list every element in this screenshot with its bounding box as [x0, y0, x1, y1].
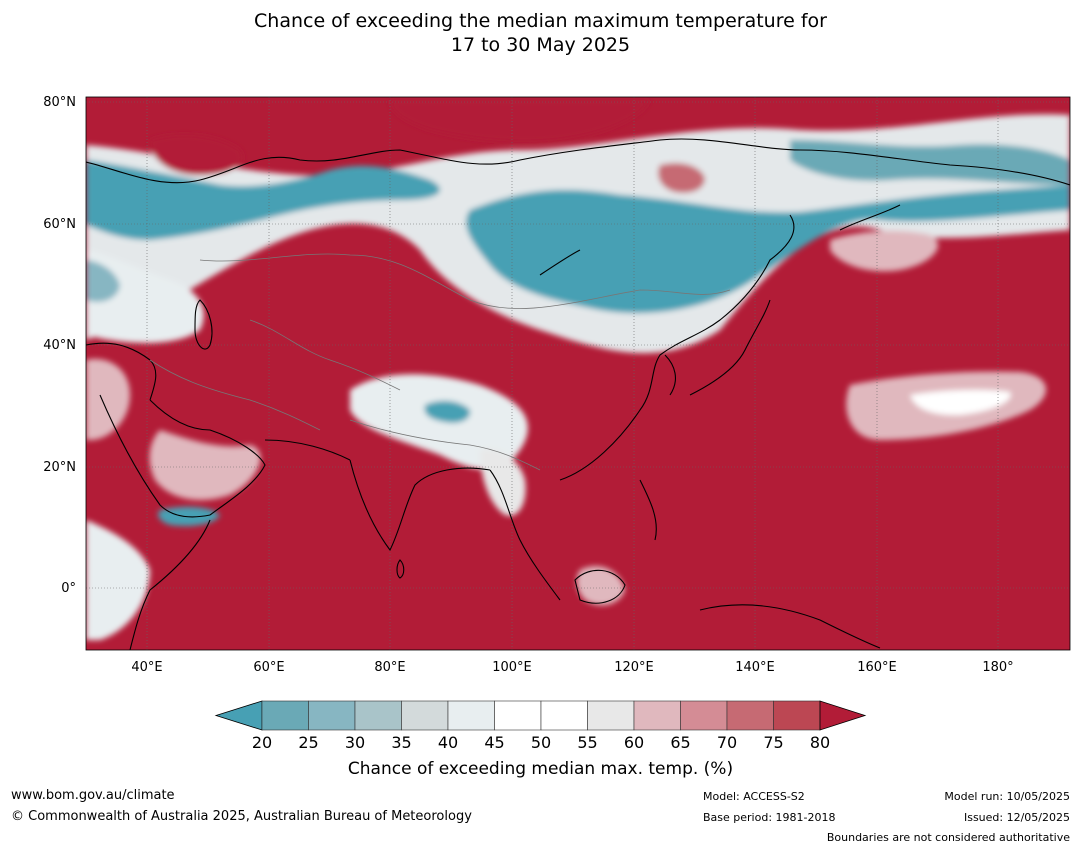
colorbar-label: Chance of exceeding median max. temp. (%…	[347, 759, 734, 779]
map-title-dates: 17 to 30 May 2025	[450, 34, 631, 56]
lon-label-60e: 60°E	[253, 660, 285, 675]
colorbar-tick-35: 35	[391, 733, 412, 752]
neutral-borneo	[576, 566, 625, 606]
boundary-disclaimer: Boundaries are not considered authoritat…	[826, 831, 1070, 844]
coast-arabia	[149, 399, 266, 516]
coast-europe-south	[86, 342, 157, 401]
neutral-middle-east	[86, 359, 130, 440]
coast-philippines	[639, 479, 657, 541]
lat-label-20n: 20°N	[43, 460, 76, 475]
coast-persian-pakistan	[264, 439, 351, 461]
below-median-west-siberia	[86, 160, 440, 240]
coast-red-sea	[99, 394, 211, 518]
model-run-date: Model run: 10/05/2025	[944, 790, 1070, 803]
colorbar-tick-45: 45	[484, 733, 505, 752]
coast-baikal	[539, 249, 581, 276]
below-median-central-asia	[466, 185, 1070, 314]
coast-japan	[689, 299, 771, 396]
colorbar-tick-55: 55	[577, 733, 598, 752]
colorbar-cell-70-75	[726, 700, 774, 731]
neutral-europe-west	[86, 250, 204, 343]
model-name: Model: ACCESS-S2	[703, 790, 805, 803]
lon-label-120e: 120°E	[614, 660, 654, 675]
graticule	[86, 97, 1070, 650]
issued-date: Issued: 12/05/2025	[963, 811, 1070, 824]
coast-caspian	[194, 299, 213, 350]
lon-label-160e: 160°E	[857, 660, 897, 675]
colorbar-extend-low	[214, 700, 263, 731]
colorbar-tick-40: 40	[437, 733, 459, 752]
below-median-europe-west	[86, 260, 120, 302]
lat-label-60n: 60°N	[43, 217, 76, 232]
neutral-arabia	[149, 430, 261, 500]
colorbar-tick-70: 70	[716, 733, 738, 752]
coast-arctic	[86, 138, 1070, 186]
colorbar-cell-55-60	[587, 700, 635, 731]
coast-east-africa	[129, 519, 211, 650]
lon-label-100e: 100°E	[492, 660, 532, 675]
copyright-notice: © Commonwealth of Australia 2025, Austra…	[11, 809, 472, 824]
coast-china-east	[559, 214, 795, 481]
colorbar-tick-50: 50	[530, 733, 552, 752]
colorbar-cell-45-50	[494, 700, 542, 731]
colorbar-cell-30-35	[354, 700, 402, 731]
colorbar-extend-high	[819, 700, 867, 731]
colorbar-tick-65: 65	[670, 733, 691, 752]
map-title: Chance of exceeding the median maximum t…	[254, 10, 827, 32]
colorbar-cell-60-65	[633, 700, 681, 731]
above-median-arctic-patch	[150, 134, 243, 175]
colorbar-cell-65-70	[680, 700, 728, 731]
lon-label-140e: 140°E	[735, 660, 775, 675]
colorbar-cell-35-40	[401, 700, 449, 731]
above-median-north-coast	[390, 100, 650, 142]
probability-map	[85, 96, 1071, 651]
lat-label-80n: 80°N	[43, 95, 76, 110]
colorbar-tick-80: 80	[809, 733, 831, 752]
lon-label-180: 180°	[982, 660, 1014, 675]
colorbar-tick-20: 20	[251, 733, 273, 752]
colorbar-cell-25-30	[308, 700, 356, 731]
coast-india	[349, 459, 491, 552]
coastlines	[86, 138, 1070, 650]
source-url[interactable]: www.bom.gov.au/climate	[11, 788, 175, 803]
country-borders	[149, 253, 731, 471]
colorbar-tick-75: 75	[763, 733, 784, 752]
colorbar-cell-40-45	[447, 700, 495, 731]
colorbar-tick-25: 25	[298, 733, 319, 752]
neutral-east-africa	[86, 520, 150, 640]
coast-new-guinea	[699, 604, 881, 649]
above-median-yakutia-patch	[658, 163, 705, 193]
lon-label-80e: 80°E	[374, 660, 406, 675]
colorbar-tick-60: 60	[623, 733, 645, 752]
neutral-southwest-china	[480, 449, 526, 516]
base-period: Base period: 1981-2018	[703, 811, 836, 824]
probability-field	[86, 100, 1070, 640]
coast-southeast-asia	[489, 469, 561, 601]
colorbar-tick-30: 30	[344, 733, 366, 752]
map-frame	[85, 96, 1071, 651]
colorbar-cell-20-25	[261, 700, 309, 731]
below-median-tibet	[424, 400, 471, 423]
lat-label-equator: 0°	[61, 581, 76, 596]
coast-borneo	[574, 569, 626, 604]
colorbar-cell-50-55	[540, 700, 588, 731]
lat-label-40n: 40°N	[43, 338, 76, 353]
coast-kamchatka	[839, 204, 901, 231]
neutral-japan-east	[830, 230, 939, 272]
lon-label-40e: 40°E	[131, 660, 163, 675]
coast-sri-lanka	[396, 559, 405, 579]
colorbar-cell-75-80	[773, 700, 821, 731]
neutral-tibet	[350, 374, 528, 470]
coast-korea	[664, 354, 676, 396]
neutral-north-pacific-core	[910, 389, 1011, 416]
